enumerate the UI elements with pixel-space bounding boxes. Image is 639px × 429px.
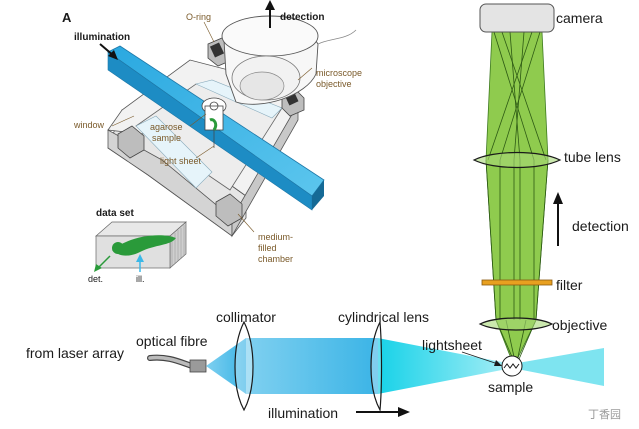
light-sheet-label: light sheet [160,156,202,166]
tube-lens-label: tube lens [564,149,621,165]
chamber-label: chamber [258,254,293,264]
leader-lines [111,21,313,233]
collimator-label: collimator [216,309,276,325]
detection-label: detection [572,218,629,234]
data-set-det-arrow [94,255,111,272]
collimator-lens [234,320,254,412]
cylindrical-lens-label: cylindrical lens [338,309,429,325]
lightsheet-label: lightsheet [422,337,482,353]
window-label: window [73,120,105,130]
agarose-label: agarose [150,122,183,132]
illumination-arrow [356,407,410,417]
microscope-objective-cylinder [221,15,357,105]
cylindrical-lens [370,319,383,413]
filter [481,279,553,286]
focusing-beam [378,338,512,394]
objective-label-a: objective [316,79,352,89]
from-laser-array-label: from laser array [26,345,124,361]
camera [479,3,555,33]
detection-cone [485,31,549,368]
optical-fibre-label: optical fibre [136,333,208,349]
sample-marker [501,355,523,377]
detection-label-a: detection [280,12,324,23]
optical-fibre [147,354,207,373]
illumination-arrow-a [99,43,118,60]
collimated-beam [246,338,378,394]
sample-label-a: sample [152,133,181,143]
watermark: 丁香园 [588,408,621,421]
sample-label: sample [488,379,533,395]
microscope-label: microscope [316,68,362,78]
filter-label: filter [556,277,583,293]
illumination-label-a: illumination [74,32,130,43]
detection-arrow-a [265,0,275,28]
tube-lens [472,151,562,169]
data-set-title: data set [96,208,134,219]
filled-label: filled [258,243,277,253]
illumination-label: illumination [268,405,338,421]
objective-label: objective [552,317,607,333]
medium-label: medium- [258,232,293,242]
detection-arrow [553,192,563,246]
camera-label: camera [556,10,603,26]
agarose-sample [201,97,227,148]
o-ring-label: O-ring [186,12,211,22]
data-set-det-label: det. [88,274,103,284]
diverging-sheet [512,348,604,386]
data-set-box [95,221,187,269]
objective-lens [478,317,554,331]
panel-letter: A [62,10,72,25]
lightsheet-pointer [461,351,502,366]
data-set-ill-arrow [136,254,144,272]
data-set-ill-label: ill. [136,274,145,284]
